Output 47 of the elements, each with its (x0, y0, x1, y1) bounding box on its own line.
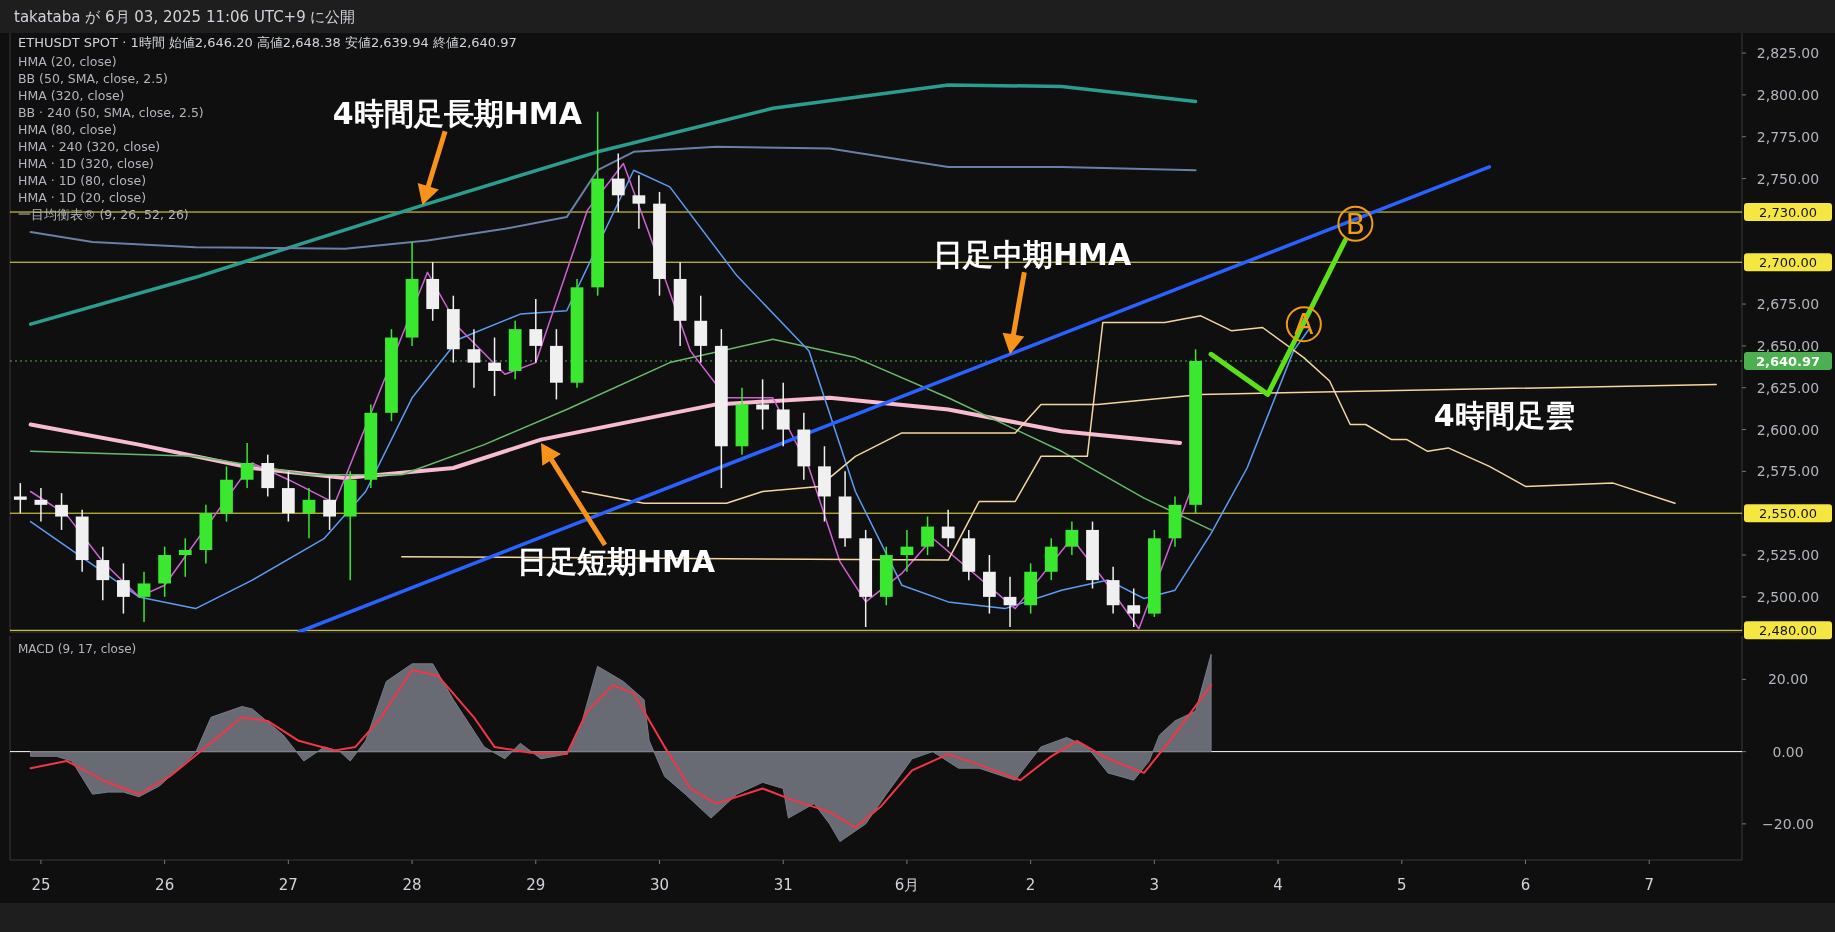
annotation: HMA · 1D (320, close) (18, 156, 154, 171)
y-tick-label: 20.00 (1767, 671, 1809, 688)
ref-line-label: 2,700.00 (1759, 255, 1817, 271)
x-tick-label: 5 (1397, 876, 1407, 894)
y-tick-label: 2,800.00 (1756, 86, 1820, 103)
x-tick-label: 29 (526, 876, 546, 894)
ref-line-label: 2,480.00 (1759, 623, 1817, 639)
annotation: HMA (320, close) (18, 88, 125, 103)
x-tick-label: 30 (649, 876, 670, 894)
y-tick-label: 2,675.00 (1756, 296, 1820, 313)
ref-line-label: 2,640.97 (1755, 353, 1821, 369)
x-tick-label: 31 (773, 876, 793, 894)
y-tick-label: 2,525.00 (1756, 547, 1820, 564)
x-tick-label: 6月 (894, 876, 920, 894)
y-tick-label: 2,600.00 (1756, 421, 1820, 438)
annotation: 4時間足長期HMA (332, 96, 583, 132)
x-tick-label: 27 (278, 876, 298, 894)
y-tick-label: 2,500.00 (1756, 588, 1820, 605)
annotation: BB (50, SMA, close, 2.5) (18, 71, 168, 86)
y-tick-label: 2,775.00 (1756, 128, 1820, 145)
x-tick-label: 4 (1273, 876, 1283, 894)
x-tick-label: 28 (402, 876, 422, 894)
text: MACD (9, 17, close) (18, 642, 137, 656)
x-tick-label: 26 (155, 876, 175, 894)
y-tick-label: 2,825.00 (1756, 45, 1820, 62)
y-tick-label: 2,575.00 (1756, 463, 1820, 480)
annotation: BB · 240 (50, SMA, close, 2.5) (18, 105, 204, 120)
x-tick-label: 6 (1520, 876, 1531, 894)
y-tick-label: 2,625.00 (1756, 379, 1820, 396)
ref-line-label: 2,730.00 (1759, 205, 1817, 221)
y-tick-label: 2,750.00 (1756, 170, 1820, 187)
annotation: HMA · 240 (320, close) (18, 139, 161, 154)
x-tick-label: 7 (1644, 876, 1654, 894)
y-tick-label: 2,650.00 (1756, 337, 1820, 354)
x-tick-label: 3 (1149, 876, 1160, 894)
chart-subtitle: ETHUSDT SPOT · 1時間 始値2,646.20 高値2,648.38 安値2,639.94 終値2,640.97 (18, 35, 517, 50)
ref-line-label: 2,550.00 (1759, 506, 1817, 522)
y-tick-label: 0.00 (1772, 743, 1804, 760)
x-tick-label: 2 (1025, 876, 1036, 894)
annotation: HMA (80, close) (18, 122, 117, 137)
annotation: 4時間足雲 (1433, 398, 1575, 434)
chart-title: takataba が 6月 03, 2025 11:06 UTC+9 に公開 (14, 8, 356, 26)
x-tick-label: 25 (31, 876, 51, 894)
annotation: HMA (20, close) (18, 54, 117, 69)
y-tick-label: −20.00 (1762, 815, 1814, 832)
annotation: HMA · 1D (20, close) (18, 190, 147, 205)
annotation: HMA · 1D (80, close) (18, 173, 147, 188)
